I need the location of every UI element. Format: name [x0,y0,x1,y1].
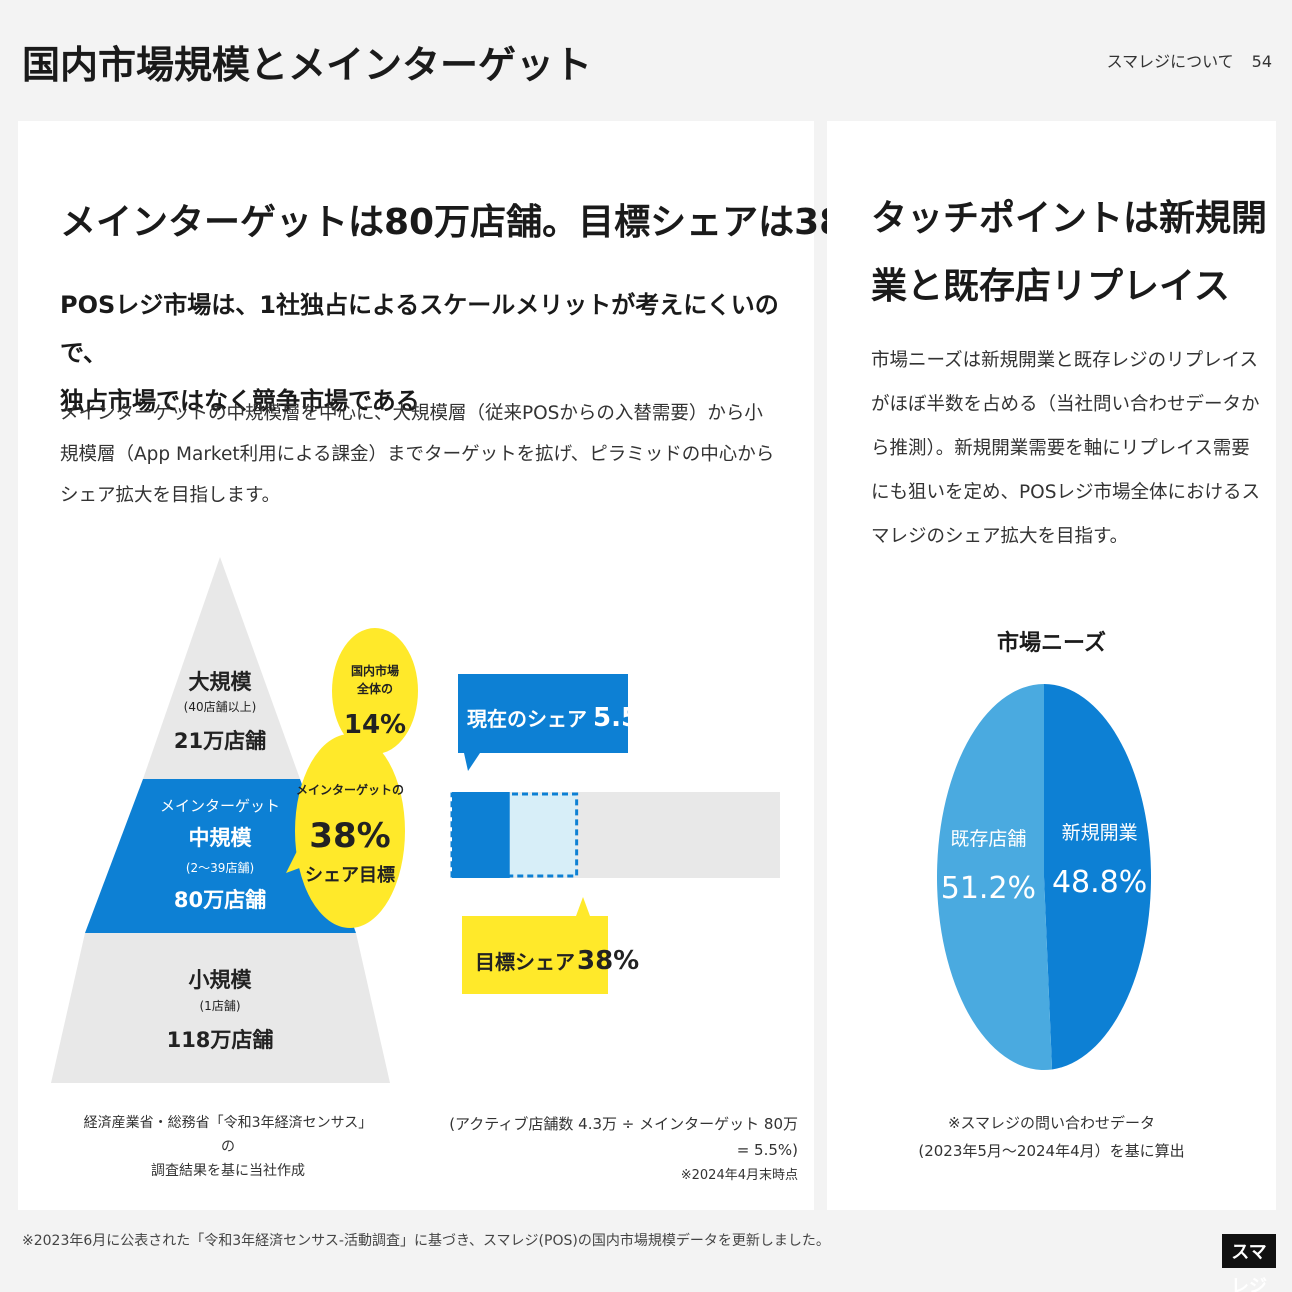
right-source: ※スマレジの問い合わせデータ (2023年5月〜2024年4月）を基に算出 [827,1109,1276,1165]
pie-slice-existing-store [936,684,1053,1070]
left-source-line1: 経済産業省・総務省「令和3年経済センサス」の [83,1115,373,1155]
large-note: (40店舗以上) [184,700,257,714]
section-label: スマレジについて [1106,52,1234,71]
share-calculation: (アクティブ店舗数 4.3万 ÷ メインターゲット 80万 = 5.5%) ※2… [438,1111,798,1189]
pie-slice-new-opening [1044,684,1151,1070]
current-share-bar [452,792,510,878]
pie-value-label: 51.2% [941,871,1036,906]
target-bubble-line3: シェア目標 [305,864,395,886]
left-source: 経済産業省・総務省「令和3年経済センサス」の 調査結果を基に当社作成 [78,1111,378,1183]
market-bubble-line2: 全体の [356,681,393,696]
pyramid-main-tier [85,779,356,933]
page-meta: スマレジについて 54 [1089,48,1272,72]
current-callout-tail [464,753,480,771]
main-name: 中規模 [189,826,253,850]
footnote: ※2023年6月に公表された「令和3年経済センサス-活動調査」に基づき、スマレジ… [22,1233,830,1249]
page-number: 54 [1251,52,1272,71]
target-bubble-line1: メインターゲットの [296,782,404,797]
target-share-label: 目標シェア [475,950,575,974]
pie-value-label: 48.8% [1052,865,1147,900]
right-body: 市場ニーズは新規開業と既存レジのリプレイスがほぼ半数を占める（当社問い合わせデー… [871,350,1260,547]
main-note: (2〜39店舗) [186,861,254,875]
current-share-callout [458,674,628,753]
current-share-text: 現在のシェア 5.5% [467,703,665,733]
left-heading: メインターゲットは80万店舗。目標シェアは38% [60,202,881,243]
smaregi-logo: スマレジ [1222,1234,1276,1292]
right-source-line1: ※スマレジの問い合わせデータ [947,1114,1156,1132]
pie-label: 新規開業 [1062,822,1138,844]
pie-chart-title: 市場ニーズ [997,631,1106,656]
pie-label: 既存店舗 [950,828,1026,850]
left-panel: メインターゲットは80万店舗。目標シェアは38% POSレジ市場は、1社独占によ… [18,121,880,1210]
main-label: メインターゲット [160,797,280,815]
calc-formula: (アクティブ店舗数 4.3万 ÷ メインターゲット 80万 = 5.5%) [449,1115,798,1159]
small-note: (1店舗) [200,999,241,1013]
target-bubble-value: 38% [309,816,390,856]
calc-note: ※2024年4月末時点 [680,1168,798,1183]
left-body: メインターゲットの中規模層を中心に、大規模層（従来POSからの入替需要）から小規… [60,403,775,506]
market-share-bubble [332,628,418,754]
right-source-line2: (2023年5月〜2024年4月）を基に算出 [918,1142,1185,1160]
current-share-value: 5.5% [593,703,665,733]
large-name: 大規模 [189,670,253,694]
main-count: 80万店舗 [174,888,266,912]
left-sub-line2: 独占市場ではなく競争市場である [60,387,420,415]
market-needs-pie-chart: 新規開業 48.8% 既存店舗 51.2% [936,684,1151,1070]
target-callout-tail [576,897,590,916]
market-bubble-line1: 国内市場 [351,663,399,678]
left-sub-line1: POSレジ市場は、1社独占によるスケールメリットが考えにくいので、 [60,291,779,367]
pyramid-large-tier [143,557,300,779]
small-name: 小規模 [189,968,253,992]
target-share-callout [462,916,608,994]
target-bubble-tail [286,849,305,873]
pyramid-small-tier [51,933,390,1083]
target-share-text: 目標シェア38% [475,946,639,976]
large-count: 21万店舗 [174,729,266,753]
target-share-value: 38% [577,946,639,976]
pyramid-share-graphic: 大規模 (40店舗以上) 21万店舗 メインターゲット 中規模 (2〜39店舗)… [51,557,780,1083]
small-count: 118万店舗 [167,1028,274,1052]
current-share-label: 現在のシェア [467,707,587,731]
page-title: 国内市場規模とメインターゲット [22,43,593,87]
target-share-bubble [295,734,405,928]
right-panel: タッチポイントは新規開業と既存店リプレイス 市場ニーズは新規開業と既存レジのリプ… [827,121,1276,1210]
right-heading: タッチポイントは新規開業と既存店リプレイス [871,198,1268,307]
left-source-line2: 調査結果を基に当社作成 [151,1163,305,1179]
left-subheading: POSレジ市場は、1社独占によるスケールメリットが考えにくいので、 独占市場では… [60,281,800,425]
